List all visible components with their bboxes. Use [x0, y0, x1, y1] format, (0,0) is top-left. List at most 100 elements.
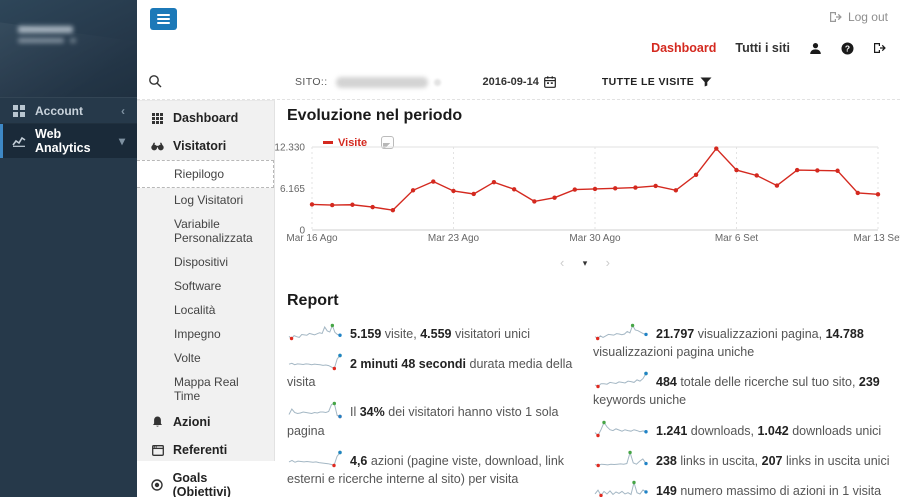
report-row: 21.797 visualizzazioni pagina, 14.788 vi… [593, 322, 893, 361]
sparkline [288, 450, 342, 467]
menu-item-mappa-real-time[interactable]: Mappa Real Time [137, 370, 274, 408]
sidebar-item-label: Web Analytics [35, 127, 91, 155]
chart-point[interactable] [653, 183, 658, 189]
menu-item-volte[interactable]: Volte [137, 346, 274, 370]
menu-item-goals-obiettivi[interactable]: Goals (Obiettivi) [137, 464, 274, 497]
sparkline [594, 372, 648, 389]
svg-text:Mar 16 Ago: Mar 16 Ago [286, 233, 338, 244]
menu-item-dispositivi[interactable]: Dispositivi [137, 250, 274, 274]
chart-point[interactable] [451, 188, 456, 194]
chart-point[interactable] [754, 173, 759, 178]
chart-point[interactable] [693, 172, 699, 178]
report-metric-value: 5.159 [350, 327, 382, 341]
grid-icon [12, 104, 26, 117]
chart-point[interactable] [774, 183, 780, 188]
report-metric-value: 238 [656, 453, 677, 468]
chart-point[interactable] [572, 187, 577, 192]
chart-point[interactable] [613, 186, 618, 191]
menu-item-label: Visitatori [173, 139, 227, 153]
nav-all-sites-link[interactable]: Tutti i siti [735, 41, 790, 55]
chart-point[interactable] [330, 202, 335, 208]
report-row: 1.241 downloads, 1.042 downloads unici [593, 419, 893, 440]
sparkline [594, 323, 648, 341]
chart-point[interactable] [734, 167, 739, 173]
menu-item-riepilogo[interactable]: Riepilogo [137, 160, 274, 188]
sidebar-item-web-analytics[interactable]: Web Analytics ▾ [0, 124, 137, 158]
chart-point[interactable] [532, 199, 537, 204]
export-image-icon[interactable] [381, 136, 395, 149]
svg-text:Mar 6 Set: Mar 6 Set [715, 233, 759, 244]
chart-point[interactable] [855, 190, 860, 196]
chart-point[interactable] [390, 207, 396, 213]
chart-point[interactable] [309, 202, 315, 207]
help-icon[interactable]: ? [841, 42, 854, 55]
chart-point[interactable] [673, 188, 679, 193]
line-chart-icon [12, 135, 26, 147]
segment-selector[interactable]: TUTTE LE VISITE [602, 76, 712, 88]
logout-link-top[interactable]: Log out [829, 10, 888, 24]
chart-point[interactable] [835, 168, 840, 173]
chart-point[interactable] [431, 179, 436, 184]
chart-point[interactable] [370, 204, 375, 210]
chart-point[interactable] [511, 187, 517, 192]
pager-menu-icon[interactable]: ▾ [582, 258, 588, 268]
hamburger-menu-button[interactable] [150, 8, 177, 30]
legend-series-label[interactable]: Visite [338, 136, 368, 149]
signout-icon[interactable] [873, 42, 886, 54]
report-metric-text: durata media della visita [287, 357, 573, 390]
chart-point[interactable] [875, 192, 881, 197]
menu-item-localit[interactable]: Località [137, 298, 274, 322]
search-icon[interactable] [148, 74, 163, 94]
redacted-user-role [18, 38, 64, 43]
chart-point[interactable] [794, 167, 800, 173]
chart-point[interactable] [633, 185, 638, 190]
chart-point[interactable] [350, 202, 355, 207]
evolution-chart[interactable]: 12.330 6.165 0 Mar 16 Ago Mar 23 Ago Mar 30 A… [274, 140, 900, 246]
sparkline [594, 420, 648, 437]
report-metric-value: 21.797 [656, 327, 695, 341]
menu-item-software[interactable]: Software [137, 274, 274, 298]
date-picker[interactable]: 2016-09-14 [483, 76, 556, 88]
sparkline [594, 480, 648, 497]
user-icon[interactable] [809, 42, 822, 55]
menu-item-log-visitatori[interactable]: Log Visitatori [137, 188, 274, 212]
menu-item-referenti[interactable]: Referenti [137, 436, 274, 464]
user-profile-header[interactable] [0, 0, 137, 97]
goals-icon [151, 479, 164, 491]
menu-item-label: Azioni [173, 415, 211, 429]
pager-next-icon[interactable]: › [605, 255, 610, 270]
chart-point[interactable] [410, 188, 416, 193]
toolbar: SITO:: 2016-09-14 TUTTE LE VISITE [137, 65, 900, 100]
menu-item-variabile-personalizzata[interactable]: Variabile Personalizzata [137, 212, 274, 250]
menu-item-label: Riepilogo [174, 167, 225, 181]
chart-point[interactable] [815, 168, 820, 173]
chart-point[interactable] [552, 195, 557, 200]
nav-dashboard-link[interactable]: Dashboard [651, 41, 717, 55]
menu-item-dashboard[interactable]: Dashboard [137, 104, 274, 132]
chart-point[interactable] [491, 180, 497, 185]
menu-item-azioni[interactable]: Azioni [137, 408, 274, 436]
sparkline [288, 353, 342, 371]
report-metric-text: visite, [381, 327, 421, 341]
sidebar-item-account[interactable]: Account ‹ [0, 97, 137, 124]
chart-point[interactable] [471, 191, 476, 197]
pager-prev-icon[interactable]: ‹ [560, 255, 565, 270]
dashboard-icon [151, 112, 164, 124]
redacted-user-name [18, 26, 73, 33]
chart-point[interactable] [714, 146, 719, 151]
chart-point[interactable] [592, 186, 598, 192]
sidebar-item-label: Account [35, 103, 83, 118]
report-metric-value: 1.241 [656, 423, 688, 438]
menu-item-visitatori[interactable]: Visitatori [137, 132, 274, 160]
main-content: Evoluzione nel periodo Visite 12.330 6.16… [274, 100, 900, 497]
report-metric-value: 484 [656, 375, 677, 390]
menu-item-label: Mappa Real Time [174, 375, 239, 403]
report-row: 4,6 azioni (pagine viste, download, link… [287, 449, 575, 488]
site-selector-redacted[interactable] [335, 76, 428, 88]
report-row: Il 34% dei visitatori hanno visto 1 sola… [287, 400, 575, 439]
menu-item-label: Dispositivi [174, 255, 229, 269]
menu-item-impegno[interactable]: Impegno [137, 322, 274, 346]
report-metric-value: 149 [656, 483, 677, 497]
menu-item-label: Dashboard [173, 111, 239, 125]
menu-item-label: Log Visitatori [174, 193, 244, 207]
